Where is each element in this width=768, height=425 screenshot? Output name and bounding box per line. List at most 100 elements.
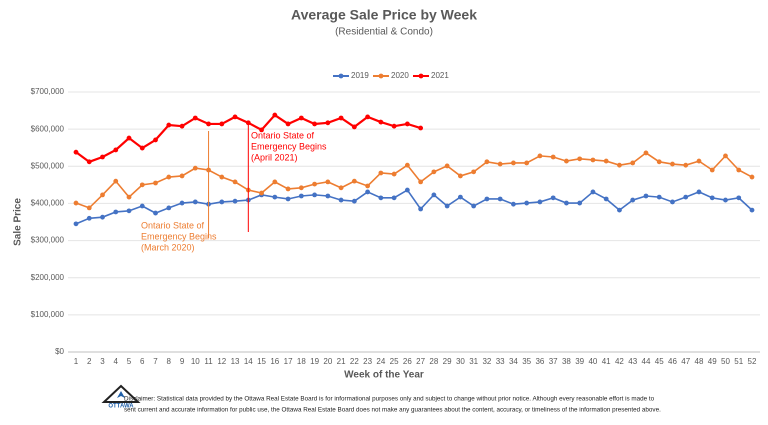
marker (206, 121, 211, 127)
x-axis-label: Week of the Year (344, 370, 424, 381)
marker (590, 189, 596, 195)
marker (484, 196, 490, 202)
annotation-text: (March 2020) (141, 242, 195, 252)
marker (312, 181, 317, 187)
x-tick-label: 19 (310, 357, 319, 366)
x-tick-label: 30 (456, 357, 465, 366)
x-tick-label: 29 (443, 357, 452, 366)
marker (749, 174, 755, 180)
marker (365, 114, 371, 120)
x-tick-label: 37 (549, 357, 558, 366)
marker (511, 160, 516, 166)
marker (643, 150, 649, 156)
marker (378, 195, 384, 201)
marker (444, 163, 450, 169)
series (73, 150, 755, 211)
marker (100, 192, 105, 198)
marker (404, 162, 410, 168)
legend-item: 2020 (373, 71, 409, 80)
marker (418, 125, 424, 131)
marker (537, 199, 543, 205)
legend-marker (378, 73, 384, 79)
x-tick-label: 5 (127, 357, 132, 366)
marker (550, 195, 556, 201)
marker (338, 115, 344, 121)
marker (73, 200, 79, 206)
legend-marker (338, 73, 344, 79)
marker (723, 197, 728, 203)
x-tick-label: 32 (482, 357, 491, 366)
x-tick-label: 39 (575, 357, 584, 366)
legend-label: 2019 (351, 71, 369, 80)
marker (391, 171, 397, 177)
marker (192, 199, 198, 205)
chart-subtitle: (Residential & Condo) (335, 27, 433, 38)
marker (709, 195, 715, 201)
x-tick-label: 40 (588, 357, 597, 366)
marker (192, 115, 198, 121)
marker (431, 192, 437, 198)
y-tick-label: $300,000 (31, 236, 65, 245)
logo: OTTAWA (101, 384, 141, 410)
marker (497, 161, 503, 167)
marker (232, 114, 238, 120)
marker (139, 203, 145, 209)
marker (192, 165, 198, 171)
marker (179, 173, 185, 179)
marker (391, 195, 397, 201)
marker (219, 121, 225, 127)
marker (524, 160, 530, 166)
x-tick-label: 48 (695, 357, 704, 366)
y-tick-label: $400,000 (31, 199, 65, 208)
marker (471, 169, 477, 175)
annotation-text: Emergency Begins (141, 231, 217, 241)
line (75, 188, 753, 225)
marker (139, 182, 145, 188)
marker (351, 198, 357, 204)
x-tick-label: 42 (615, 357, 624, 366)
x-tick-label: 3 (100, 357, 105, 366)
marker (577, 156, 583, 162)
annotation-text: Emergency Begins (251, 141, 327, 151)
marker (497, 196, 503, 202)
x-tick-label: 26 (403, 357, 412, 366)
x-tick-label: 28 (429, 357, 438, 366)
marker (232, 198, 238, 204)
marker (86, 215, 92, 221)
x-tick-label: 31 (469, 357, 478, 366)
marker (179, 200, 185, 206)
marker (577, 200, 583, 206)
x-tick-label: 51 (734, 357, 743, 366)
marker (325, 193, 331, 199)
x-tick-label: 44 (642, 357, 651, 366)
marker (219, 199, 225, 205)
marker (457, 173, 463, 179)
marker (298, 193, 304, 199)
marker (524, 200, 530, 206)
marker (603, 158, 609, 164)
marker (696, 189, 702, 195)
x-tick-label: 43 (628, 357, 637, 366)
marker (537, 153, 543, 159)
marker (153, 180, 158, 186)
marker (404, 187, 410, 193)
marker (312, 121, 317, 127)
marker (656, 194, 662, 200)
marker (564, 158, 569, 164)
marker (471, 203, 477, 209)
x-tick-label: 41 (602, 357, 611, 366)
x-tick-label: 27 (416, 357, 425, 366)
annotation-text: Ontario State of (251, 130, 315, 140)
legend-item: 2019 (333, 71, 369, 80)
x-tick-label: 24 (376, 357, 385, 366)
marker (139, 145, 145, 151)
x-tick-label: 11 (204, 357, 213, 366)
marker (418, 179, 424, 185)
series (73, 112, 424, 165)
marker (683, 162, 689, 168)
marker (431, 169, 437, 175)
marker (166, 122, 172, 128)
marker (457, 194, 463, 200)
